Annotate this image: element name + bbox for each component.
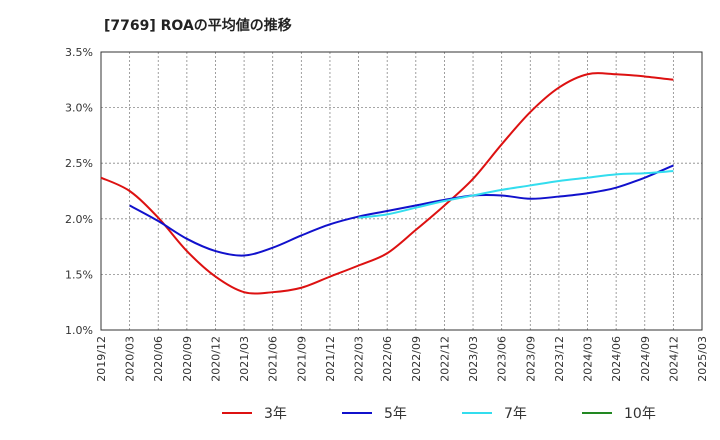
x-tick-label: 2022/12 [438, 336, 451, 382]
y-tick-label: 2.0% [65, 213, 93, 226]
legend-label-1: 3年 [264, 406, 287, 422]
x-tick-label: 2023/09 [524, 336, 537, 382]
series-line-1 [100, 72, 674, 295]
x-tick-label: 2022/06 [381, 336, 394, 382]
series-line-3 [358, 169, 674, 219]
x-tick-label: 2021/06 [267, 336, 280, 382]
legend-label-2: 5年 [384, 406, 407, 422]
y-tick-label: 2.5% [65, 157, 93, 170]
y-tick-label: 3.5% [65, 46, 93, 59]
x-tick-label: 2025/03 [696, 336, 709, 382]
x-tick-label: 2024/06 [610, 336, 623, 382]
x-axis: 2019/12 2020/03 2020/06 2020/09 2020/12 2021/… [95, 336, 709, 382]
x-tick-label: 2022/09 [410, 336, 423, 382]
legend: 3年 5年 7年 10年 [222, 406, 656, 422]
y-tick-label: 1.5% [65, 268, 93, 281]
legend-label-3: 7年 [504, 406, 527, 422]
x-tick-label: 2020/12 [209, 336, 222, 382]
y-axis: 1.0% 1.5% 2.0% 2.5% 3.0% 3.5% [65, 46, 93, 337]
x-tick-label: 2021/03 [238, 336, 251, 382]
legend-label-4: 10年 [624, 406, 656, 422]
x-tick-label: 2023/06 [496, 336, 509, 382]
x-tick-label: 2019/12 [95, 336, 108, 382]
x-tick-label: 2020/03 [124, 336, 137, 382]
x-tick-label: 2021/09 [295, 336, 308, 382]
plot-frame [100, 51, 703, 331]
y-tick-label: 3.0% [65, 102, 93, 115]
x-tick-label: 2023/03 [467, 336, 480, 382]
x-tick-label: 2024/03 [582, 336, 595, 382]
x-tick-label: 2023/12 [553, 336, 566, 382]
y-tick-label: 1.0% [65, 324, 93, 337]
chart-title: [7769] ROAの平均値の推移 [104, 18, 292, 34]
x-tick-label: 2020/09 [181, 336, 194, 382]
x-tick-label: 2022/03 [353, 336, 366, 382]
x-tick-label: 2024/09 [639, 336, 652, 382]
x-tick-label: 2020/06 [152, 336, 165, 382]
series-layer [100, 72, 674, 295]
x-tick-label: 2024/12 [667, 336, 680, 382]
grid-layer [100, 51, 703, 331]
x-tick-label: 2021/12 [324, 336, 337, 382]
series-line-2 [129, 164, 674, 257]
